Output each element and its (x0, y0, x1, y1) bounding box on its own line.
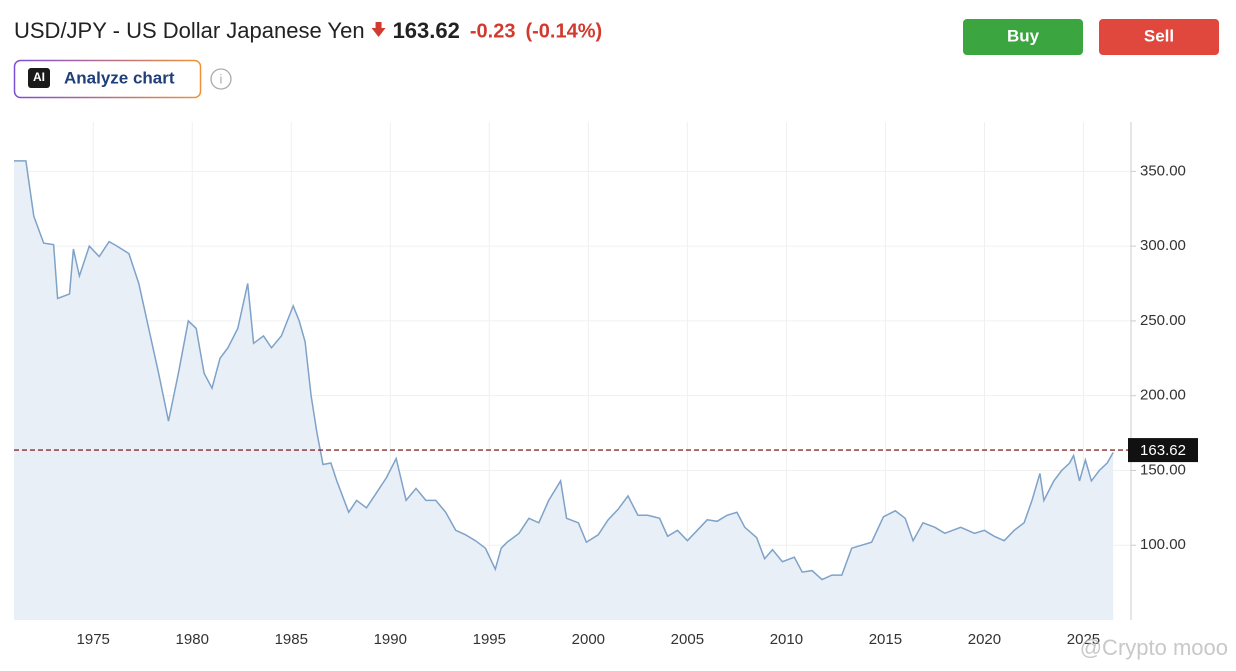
x-tick-label: 2000 (572, 631, 605, 648)
y-tick-label: 250.00 (1140, 312, 1186, 329)
buy-button[interactable]: Buy (963, 19, 1083, 55)
sell-bg (1099, 19, 1219, 55)
analyze-label: Analyze chart (64, 68, 175, 87)
x-tick-label: 2015 (869, 631, 902, 648)
sell-label: Sell (1144, 26, 1174, 45)
x-tick-label: 1995 (473, 631, 506, 648)
x-tick-label: 1980 (176, 631, 209, 648)
buy-label: Buy (1007, 26, 1040, 45)
ai-badge: AI (33, 70, 45, 84)
plot-area: 1975 1980 1985 1990 1995 2000 2005 2010 2015 2020… (14, 122, 1228, 660)
info-glyph: i (220, 71, 223, 86)
price-tag (1128, 438, 1198, 463)
price-change-percent: (-0.14%) (525, 20, 602, 42)
price-line (14, 160, 1114, 581)
info-icon[interactable]: i (210, 68, 232, 90)
x-tick-label: 2020 (968, 631, 1001, 648)
instrument-title: USD/JPY - US Dollar Japanese Yen (14, 18, 365, 43)
price-tag-label: 163.62 (1140, 442, 1186, 459)
x-tick-label: 1985 (275, 631, 308, 648)
y-tick-label: 150.00 (1140, 461, 1186, 478)
x-tick-label: 1990 (374, 631, 407, 648)
ai-icon (28, 68, 50, 88)
y-tick-label: 100.00 (1140, 536, 1186, 553)
sell-button[interactable]: Sell (1099, 19, 1219, 55)
y-tick-label: 350.00 (1140, 162, 1186, 179)
area (14, 160, 1114, 620)
analyze-chart-button[interactable]: AI Analyze chart (13, 59, 202, 99)
price: 163.62 (393, 18, 460, 43)
x-tick-label: 2010 (770, 631, 803, 648)
buy-bg (963, 19, 1083, 55)
x-tick-label: 2005 (671, 631, 704, 648)
button-frame (13, 59, 202, 99)
watermark-credit: @Crypto mooo (1080, 635, 1228, 660)
x-tick-label: 1975 (77, 631, 110, 648)
info-circle (210, 68, 232, 90)
down-arrow (371, 22, 386, 37)
price-change: -0.23 (470, 20, 516, 42)
y-tick-label: 200.00 (1140, 387, 1186, 404)
x-tick-label: 2025 (1067, 631, 1100, 648)
y-tick-label: 300.00 (1140, 237, 1186, 254)
